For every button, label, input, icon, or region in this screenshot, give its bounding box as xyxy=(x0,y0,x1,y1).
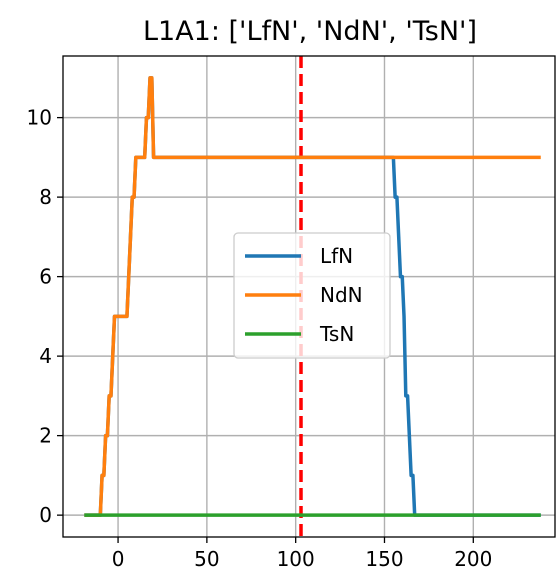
y-tick-label: 10 xyxy=(27,106,52,130)
plot-frame xyxy=(62,55,556,538)
y-tick-label: 4 xyxy=(39,344,52,368)
y-axis: 0 2 4 6 8 10 xyxy=(27,106,63,527)
x-tick-label: 200 xyxy=(454,547,492,571)
y-tick-label: 6 xyxy=(39,265,52,289)
legend-label-tsn: TsN xyxy=(319,322,354,346)
x-axis: 0 50 100 150 200 xyxy=(112,537,492,571)
legend-label-ndn: NdN xyxy=(320,283,363,307)
x-tick-label: 150 xyxy=(365,547,403,571)
series-line-ndn xyxy=(84,76,541,517)
legend: LfN NdN TsN xyxy=(233,232,391,359)
x-tick-label: 0 xyxy=(112,547,125,571)
x-tick-label: 50 xyxy=(194,547,219,571)
x-tick-label: 100 xyxy=(277,547,315,571)
y-tick-label: 8 xyxy=(39,185,52,209)
y-tick-label: 2 xyxy=(39,424,52,448)
legend-box xyxy=(233,232,391,359)
y-tick-label: 0 xyxy=(39,503,52,527)
legend-label-lfn: LfN xyxy=(320,244,353,268)
chart-title: L1A1: ['LfN', 'NdN', 'TsN'] xyxy=(143,16,477,47)
series-layer xyxy=(84,76,541,517)
